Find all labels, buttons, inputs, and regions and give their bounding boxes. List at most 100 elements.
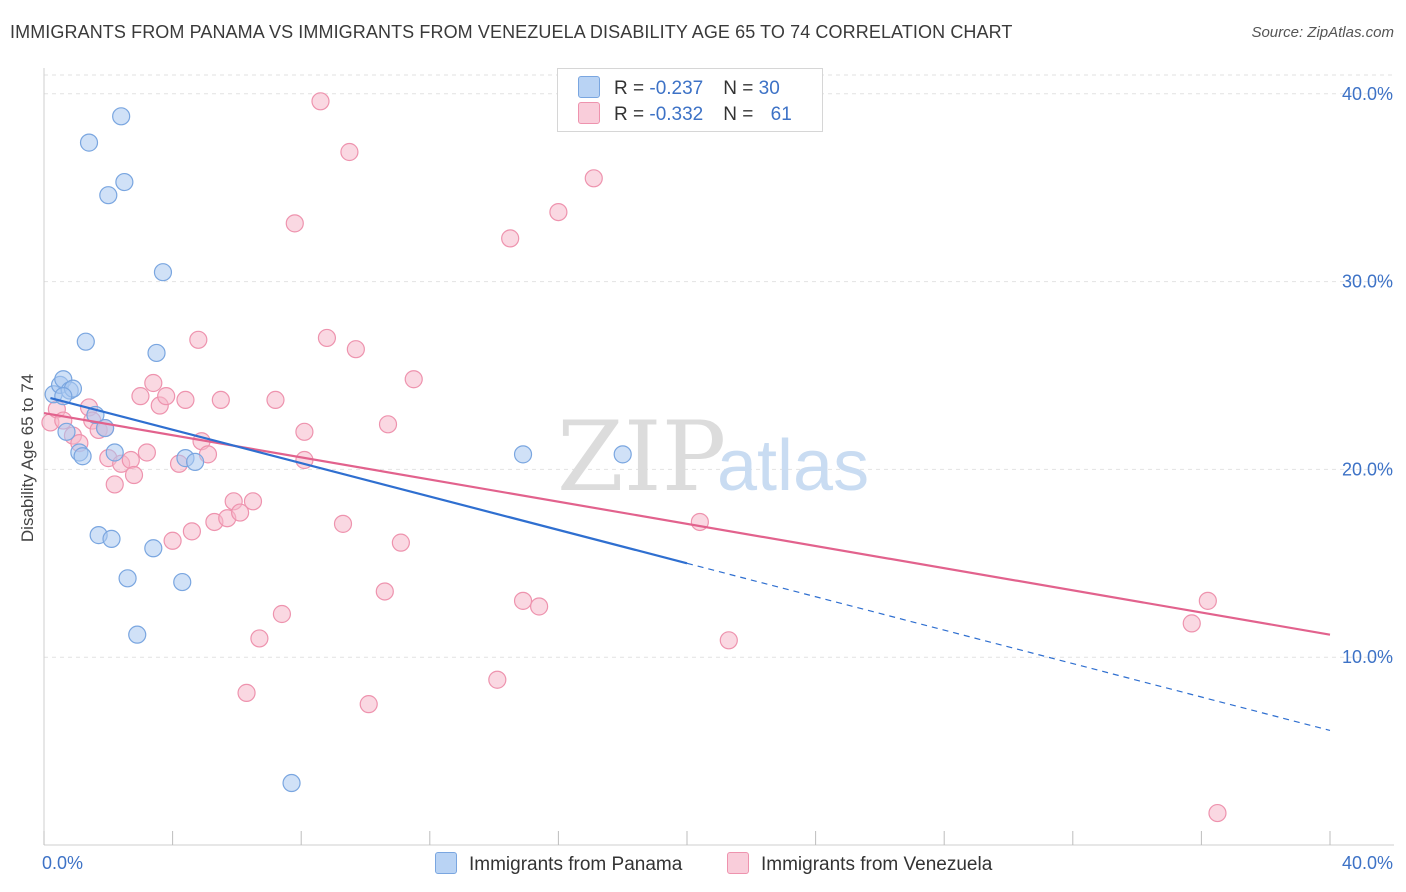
venezuela-point (1182, 614, 1201, 633)
panama-point (79, 133, 99, 152)
series-legend-venezuela: Immigrants from Venezuela (727, 852, 992, 876)
series-legend: Immigrants from Panama Immigrants from V… (0, 852, 1406, 878)
series-label-panama: Immigrants from Panama (469, 854, 683, 875)
y-tick-label: 20.0% (1342, 459, 1393, 479)
venezuela-point (285, 214, 304, 233)
x-tick-label-min: 0.0% (42, 853, 83, 873)
venezuela-point (317, 328, 337, 348)
legend-n-label: N = (723, 78, 759, 99)
venezuela-point (1208, 803, 1227, 823)
panama-point (73, 447, 92, 466)
venezuela-point (513, 591, 533, 610)
venezuela-point (501, 229, 520, 248)
venezuela-trend-line (43, 411, 1331, 636)
venezuela-point (157, 387, 176, 406)
y-tick-label: 10.0% (1342, 647, 1393, 667)
venezuela-point (295, 422, 314, 441)
venezuela-point (182, 522, 201, 541)
series-swatch-panama (435, 852, 457, 874)
venezuela-point (378, 415, 398, 434)
legend-row-venezuela: R = -0.332 N = 61 (578, 102, 792, 128)
venezuela-point (105, 475, 124, 494)
panama-point (76, 332, 95, 351)
venezuela-point (211, 390, 230, 410)
venezuela-point (176, 390, 195, 410)
venezuela-point (1198, 591, 1217, 610)
legend-n-label: N = (723, 104, 759, 125)
panama-point (144, 539, 163, 558)
legend-r-label: R = (614, 104, 650, 125)
venezuela-point (391, 533, 410, 552)
panama-point (99, 186, 118, 205)
venezuela-point (584, 169, 603, 188)
y-tick-label: 30.0% (1342, 272, 1393, 292)
panama-point (118, 569, 137, 588)
panama-point (112, 107, 131, 126)
panama-point (102, 529, 121, 548)
panama-point (186, 452, 205, 471)
venezuela-point (266, 390, 285, 410)
watermark: ZIP atlas (557, 401, 869, 513)
chart-title: IMMIGRANTS FROM PANAMA VS IMMIGRANTS FRO… (10, 22, 1013, 42)
series-label-venezuela: Immigrants from Venezuela (761, 854, 993, 875)
watermark-zip: ZIP (557, 401, 726, 513)
panama-point (147, 343, 166, 363)
legend-r-value: -0.332 (649, 104, 704, 125)
series-legend-panama: Immigrants from Panama (435, 852, 682, 876)
legend-swatch-panama (578, 76, 600, 98)
venezuela-point (189, 330, 208, 349)
venezuela-point (488, 670, 507, 689)
venezuela-point (144, 373, 163, 393)
source-credit: Source: ZipAtlas.com (1251, 24, 1394, 41)
legend-n-value: 30 (758, 78, 780, 99)
panama-trend-line (50, 396, 688, 565)
venezuela-point (231, 503, 250, 522)
panama-point (57, 422, 76, 441)
venezuela-point (346, 340, 365, 359)
venezuela-point (530, 597, 549, 616)
venezuela-point (375, 582, 394, 601)
panama-point (173, 572, 192, 592)
legend-row-panama: R = -0.237 N = 30 (578, 76, 780, 102)
venezuela-point (340, 142, 359, 162)
x-tick-label-max: 40.0% (1342, 853, 1393, 873)
venezuela-point (121, 450, 140, 470)
legend-r-value: -0.237 (649, 78, 704, 99)
panama-point (282, 773, 301, 793)
venezuela-point (124, 465, 144, 485)
venezuela-point (404, 370, 423, 389)
panama-point (153, 263, 173, 282)
watermark-atlas: atlas (717, 426, 869, 506)
venezuela-point (131, 387, 150, 406)
legend-n-value: 61 (770, 104, 792, 125)
panama-point (613, 445, 632, 464)
venezuela-point (250, 629, 269, 648)
y-tick-label: 40.0% (1342, 84, 1393, 104)
panama-point (105, 443, 124, 462)
legend-r-label: R = (614, 78, 650, 99)
venezuela-point (549, 202, 568, 222)
y-axis-label: Disability Age 65 to 74 (18, 374, 37, 542)
venezuela-point (137, 443, 156, 462)
venezuela-point (237, 683, 256, 702)
venezuela-point (243, 492, 263, 511)
panama-point (513, 445, 533, 464)
axes (43, 68, 1394, 846)
correlation-legend: R = -0.237 N = 30 R = -0.332 N = 61 (557, 68, 823, 132)
series-swatch-venezuela (727, 852, 749, 874)
venezuela-point (311, 92, 330, 111)
grid-lines (44, 74, 1394, 658)
venezuela-point (272, 604, 292, 624)
panama-point (115, 172, 134, 192)
trend-lines (43, 396, 1331, 732)
panama-point (128, 625, 147, 644)
legend-swatch-venezuela (578, 102, 600, 124)
venezuela-point (359, 695, 378, 714)
tick-labels: 10.0% 20.0% 30.0% 40.0% 0.0% 40.0% (42, 84, 1393, 873)
venezuela-point (163, 531, 182, 550)
data-points (41, 92, 1227, 823)
venezuela-point (333, 514, 353, 533)
venezuela-point (719, 631, 738, 650)
panama-trend-extension (686, 562, 1331, 732)
